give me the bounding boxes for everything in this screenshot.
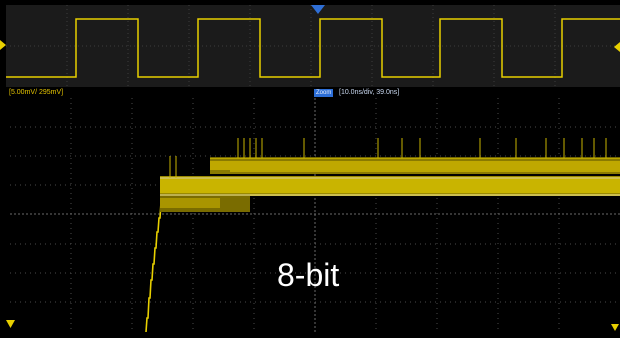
- channel-ground-marker-icon[interactable]: [6, 320, 15, 329]
- bit-depth-label: 8-bit: [277, 257, 340, 293]
- trigger-position-marker-icon[interactable]: [311, 5, 325, 14]
- zoom-grid-center: [10, 98, 620, 332]
- zoom-button[interactable]: Zoom: [314, 89, 334, 97]
- zoom-waveform-panel[interactable]: [10, 98, 620, 332]
- status-bar: [5.00mV/ 295mV] Zoom [10.0ns/div, 39.0ns…: [0, 88, 620, 98]
- overview-waveform-panel[interactable]: [6, 5, 620, 87]
- channel-offset-marker-icon[interactable]: [0, 40, 8, 50]
- plateau-trace: [160, 138, 620, 212]
- channel-scale-readout: [5.00mV/ 295mV]: [9, 89, 64, 96]
- zoom-trigger-marker-icon[interactable]: [611, 324, 619, 332]
- trigger-level-marker-icon[interactable]: [612, 42, 620, 52]
- overview-grid: [6, 5, 620, 87]
- zoom-timebase-readout: [10.0ns/div, 39.0ns]: [339, 89, 400, 96]
- overview-square-wave: [6, 18, 620, 78]
